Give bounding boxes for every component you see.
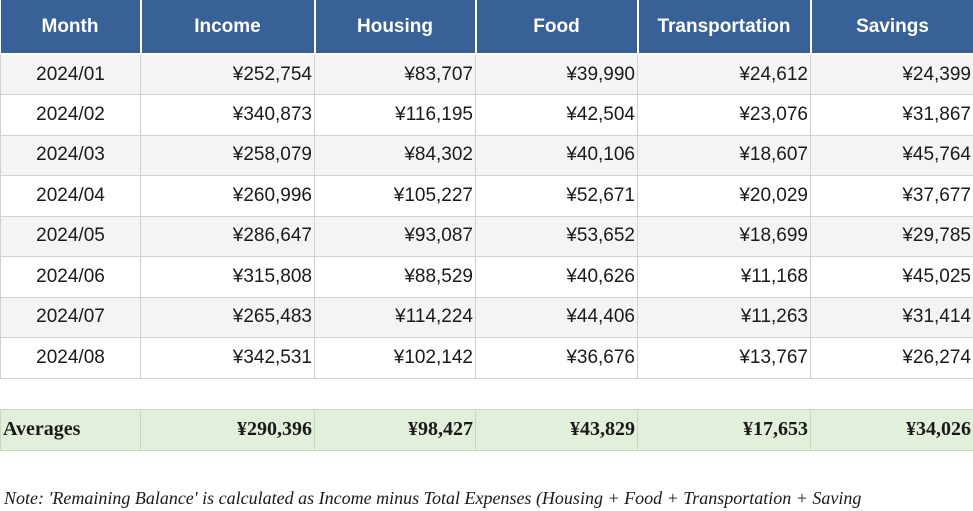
cell-savings[interactable]: ¥29,785 xyxy=(810,216,973,257)
cell-housing[interactable]: ¥116,195 xyxy=(314,94,476,136)
cell-food[interactable]: ¥36,676 xyxy=(475,337,638,379)
empty-cell[interactable] xyxy=(140,378,315,409)
averages-body: Averages ¥290,396 ¥98,427 ¥43,829 ¥17,65… xyxy=(0,408,973,451)
cell-food[interactable]: ¥40,626 xyxy=(475,256,638,298)
cell-food[interactable]: ¥40,106 xyxy=(475,135,638,176)
footnote: Note: 'Remaining Balance' is calculated … xyxy=(4,488,862,508)
header-housing[interactable]: Housing xyxy=(313,0,476,55)
cell-month[interactable]: 2024/03 xyxy=(0,135,141,176)
cell-income[interactable]: ¥265,483 xyxy=(140,297,315,338)
cell-transportation[interactable]: ¥13,767 xyxy=(637,337,811,379)
cell-food[interactable]: ¥44,406 xyxy=(475,297,638,338)
table-row: 2024/02 ¥340,873 ¥116,195 ¥42,504 ¥23,07… xyxy=(0,94,973,136)
header-food[interactable]: Food xyxy=(474,0,638,55)
average-savings[interactable]: ¥34,026 xyxy=(810,408,973,451)
empty-cell[interactable] xyxy=(0,378,141,409)
average-income[interactable]: ¥290,396 xyxy=(140,408,315,451)
table-row: 2024/01 ¥252,754 ¥83,707 ¥39,990 ¥24,612… xyxy=(0,54,973,95)
cell-housing[interactable]: ¥93,087 xyxy=(314,216,476,257)
cell-savings[interactable]: ¥24,399 xyxy=(810,54,973,95)
average-transportation[interactable]: ¥17,653 xyxy=(637,408,811,451)
table-body: 2024/01 ¥252,754 ¥83,707 ¥39,990 ¥24,612… xyxy=(0,54,973,379)
cell-savings[interactable]: ¥31,867 xyxy=(810,94,973,136)
cell-housing[interactable]: ¥114,224 xyxy=(314,297,476,338)
empty-cell[interactable] xyxy=(810,378,973,409)
table-row: 2024/05 ¥286,647 ¥93,087 ¥53,652 ¥18,699… xyxy=(0,216,973,257)
empty-cell[interactable] xyxy=(314,378,476,409)
empty-cell[interactable] xyxy=(637,378,811,409)
cell-income[interactable]: ¥252,754 xyxy=(140,54,315,95)
header-month[interactable]: Month xyxy=(0,0,141,55)
cell-month[interactable]: 2024/02 xyxy=(0,94,141,136)
budget-table: Month Income Housing Food Transportation… xyxy=(0,0,973,451)
empty-row xyxy=(0,378,973,409)
cell-month[interactable]: 2024/05 xyxy=(0,216,141,257)
cell-food[interactable]: ¥42,504 xyxy=(475,94,638,136)
cell-month[interactable]: 2024/08 xyxy=(0,337,141,379)
cell-savings[interactable]: ¥31,414 xyxy=(810,297,973,338)
cell-income[interactable]: ¥315,808 xyxy=(140,256,315,298)
cell-month[interactable]: 2024/01 xyxy=(0,54,141,95)
cell-income[interactable]: ¥342,531 xyxy=(140,337,315,379)
cell-income[interactable]: ¥340,873 xyxy=(140,94,315,136)
cell-housing[interactable]: ¥105,227 xyxy=(314,175,476,217)
cell-housing[interactable]: ¥83,707 xyxy=(314,54,476,95)
table-row: 2024/03 ¥258,079 ¥84,302 ¥40,106 ¥18,607… xyxy=(0,135,973,176)
cell-housing[interactable]: ¥102,142 xyxy=(314,337,476,379)
cell-income[interactable]: ¥260,996 xyxy=(140,175,315,217)
cell-food[interactable]: ¥53,652 xyxy=(475,216,638,257)
cell-transportation[interactable]: ¥18,699 xyxy=(637,216,811,257)
cell-food[interactable]: ¥39,990 xyxy=(475,54,638,95)
cell-month[interactable]: 2024/06 xyxy=(0,256,141,298)
cell-month[interactable]: 2024/07 xyxy=(0,297,141,338)
cell-transportation[interactable]: ¥20,029 xyxy=(637,175,811,217)
cell-income[interactable]: ¥258,079 xyxy=(140,135,315,176)
header-income[interactable]: Income xyxy=(139,0,315,55)
cell-savings[interactable]: ¥26,274 xyxy=(810,337,973,379)
empty-cell[interactable] xyxy=(475,378,638,409)
header-savings[interactable]: Savings xyxy=(809,0,973,55)
cell-month[interactable]: 2024/04 xyxy=(0,175,141,217)
table-row: 2024/07 ¥265,483 ¥114,224 ¥44,406 ¥11,26… xyxy=(0,297,973,338)
table-row: 2024/08 ¥342,531 ¥102,142 ¥36,676 ¥13,76… xyxy=(0,337,973,379)
cell-housing[interactable]: ¥84,302 xyxy=(314,135,476,176)
cell-food[interactable]: ¥52,671 xyxy=(475,175,638,217)
header-row: Month Income Housing Food Transportation… xyxy=(0,0,973,55)
spacer-body xyxy=(0,378,973,409)
table-row: 2024/06 ¥315,808 ¥88,529 ¥40,626 ¥11,168… xyxy=(0,256,973,298)
cell-transportation[interactable]: ¥11,168 xyxy=(637,256,811,298)
cell-savings[interactable]: ¥45,025 xyxy=(810,256,973,298)
average-food[interactable]: ¥43,829 xyxy=(475,408,638,451)
cell-savings[interactable]: ¥37,677 xyxy=(810,175,973,217)
cell-transportation[interactable]: ¥18,607 xyxy=(637,135,811,176)
average-housing[interactable]: ¥98,427 xyxy=(314,408,476,451)
cell-transportation[interactable]: ¥11,263 xyxy=(637,297,811,338)
cell-transportation[interactable]: ¥24,612 xyxy=(637,54,811,95)
cell-savings[interactable]: ¥45,764 xyxy=(810,135,973,176)
header-transportation[interactable]: Transportation xyxy=(636,0,811,55)
averages-label[interactable]: Averages xyxy=(0,408,141,451)
cell-housing[interactable]: ¥88,529 xyxy=(314,256,476,298)
table-row: 2024/04 ¥260,996 ¥105,227 ¥52,671 ¥20,02… xyxy=(0,175,973,217)
cell-transportation[interactable]: ¥23,076 xyxy=(637,94,811,136)
cell-income[interactable]: ¥286,647 xyxy=(140,216,315,257)
averages-row: Averages ¥290,396 ¥98,427 ¥43,829 ¥17,65… xyxy=(0,408,973,451)
